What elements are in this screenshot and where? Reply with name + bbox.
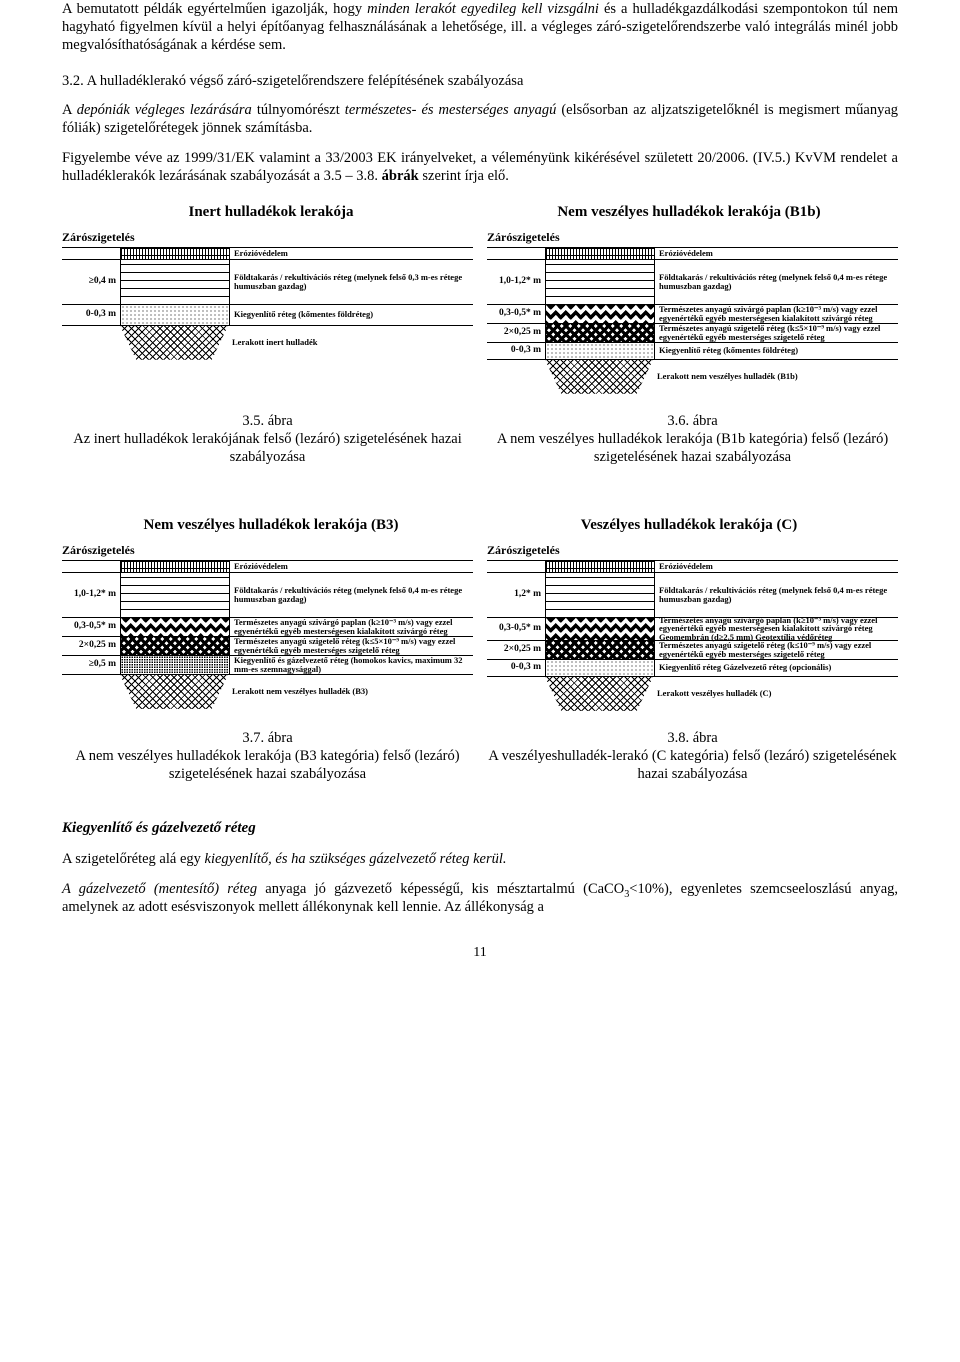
paragraph-4: A szigetelőréteg alá egy kiegyenlítő, és… (62, 850, 898, 868)
heading-kiegyenlito: Kiegyenlítő és gázelvezető réteg (62, 819, 898, 838)
caption-38: 3.8. ábra A veszélyeshulladék-lerakó (C … (487, 729, 898, 783)
figure-b3: Zárószigetelés Erózióvédelem 1,0-1,2* m … (62, 543, 473, 709)
p1-b: minden lerakót egyedileg kell vizsgálni (367, 1, 599, 17)
figure-c: Zárószigetelés Erózióvédelem 1,2* m Föld… (487, 543, 898, 711)
caption-row-1: 3.5. ábra Az inert hulladékok lerakójána… (62, 402, 898, 488)
zaro-title: Zárószigetelés (62, 230, 473, 245)
figure-b1b: Zárószigetelés Erózióvédelem 1,0-1,2* m … (487, 230, 898, 394)
paragraph-1: A bemutatott példák egyértelműen igazolj… (62, 0, 898, 54)
paragraph-2: A depóniák végleges lezárására túlnyomór… (62, 101, 898, 137)
figure-row-1: Zárószigetelés Erózióvédelem ≥0,4 m Föld… (62, 230, 898, 394)
heading-b3: Nem veszélyes hulladékok lerakója (B3) (62, 516, 480, 535)
figure-inert: Zárószigetelés Erózióvédelem ≥0,4 m Föld… (62, 230, 473, 360)
heading-inert: Inert hulladékok lerakója (62, 203, 480, 222)
diagram-b1b: Erózióvédelem 1,0-1,2* m Földtakarás / r… (487, 247, 898, 394)
heading-c: Veszélyes hulladékok lerakója (C) (480, 516, 898, 535)
caption-row-2: 3.7. ábra A nem veszélyes hulladékok ler… (62, 719, 898, 805)
figure-row-1-headings: Inert hulladékok lerakója Nem veszélyes … (62, 203, 898, 222)
caption-35: 3.5. ábra Az inert hulladékok lerakójána… (62, 412, 473, 466)
figure-row-2-headings: Nem veszélyes hulladékok lerakója (B3) V… (62, 516, 898, 535)
p1-a: A bemutatott példák egyértelműen igazolj… (62, 1, 367, 17)
heading-b1b: Nem veszélyes hulladékok lerakója (B1b) (480, 203, 898, 222)
diagram-inert: Erózióvédelem ≥0,4 m Földtakarás / rekul… (62, 247, 473, 360)
caption-37: 3.7. ábra A nem veszélyes hulladékok ler… (62, 729, 473, 783)
paragraph-3: Figyelembe véve az 1999/31/EK valamint a… (62, 149, 898, 185)
diagram-c: Erózióvédelem 1,2* m Földtakarás / rekul… (487, 560, 898, 711)
paragraph-5: A gázelvezető (mentesítő) réteg anyaga j… (62, 880, 898, 916)
section-heading: 3.2. A hulladéklerakó végső záró-szigete… (62, 72, 898, 90)
figure-row-2: Zárószigetelés Erózióvédelem 1,0-1,2* m … (62, 543, 898, 711)
page-number: 11 (62, 944, 898, 962)
caption-36: 3.6. ábra A nem veszélyes hulladékok ler… (487, 412, 898, 466)
diagram-b3: Erózióvédelem 1,0-1,2* m Földtakarás / r… (62, 560, 473, 709)
